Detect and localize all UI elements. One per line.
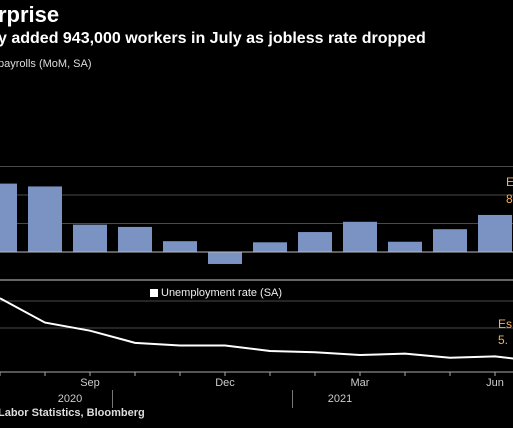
payroll-estimate-label: 870K — [506, 192, 513, 206]
unemployment-legend-label: Unemployment rate (SA) — [161, 287, 283, 299]
payroll-bar — [388, 241, 422, 252]
payroll-bar — [208, 252, 242, 264]
payroll-bar — [253, 242, 287, 252]
payroll-bar — [163, 241, 197, 252]
x-tick-label: Mar — [351, 377, 370, 389]
payroll-bar — [28, 186, 62, 252]
unemployment-line — [0, 297, 513, 360]
payroll-bar — [298, 232, 332, 252]
payroll-estimate-label: Est.: — [506, 175, 513, 189]
chart-title: rprise — [0, 2, 60, 27]
unemployment-estimate-label: 5. — [498, 333, 508, 347]
x-year-label: 2021 — [328, 393, 352, 405]
x-tick-label: Jun — [486, 377, 504, 389]
payroll-bar — [478, 214, 512, 252]
source-note: Labor Statistics, Bloomberg — [0, 407, 145, 419]
payroll-bar — [73, 224, 107, 252]
unemployment-estimate-label: Es — [498, 317, 512, 331]
x-year-label: 2020 — [58, 393, 82, 405]
legend-swatch — [150, 289, 158, 297]
payroll-bar — [433, 229, 467, 252]
chart-subtitle: y added 943,000 workers in July as joble… — [0, 30, 426, 47]
payrolls-legend: payrolls (MoM, SA) — [0, 58, 92, 70]
x-tick-label: Dec — [215, 377, 235, 389]
payroll-bar — [0, 183, 17, 252]
payroll-bar — [118, 226, 152, 252]
payroll-bar — [343, 221, 377, 252]
unemployment-legend: Unemployment rate (SA) — [150, 287, 282, 299]
x-tick-label: Sep — [80, 377, 100, 389]
